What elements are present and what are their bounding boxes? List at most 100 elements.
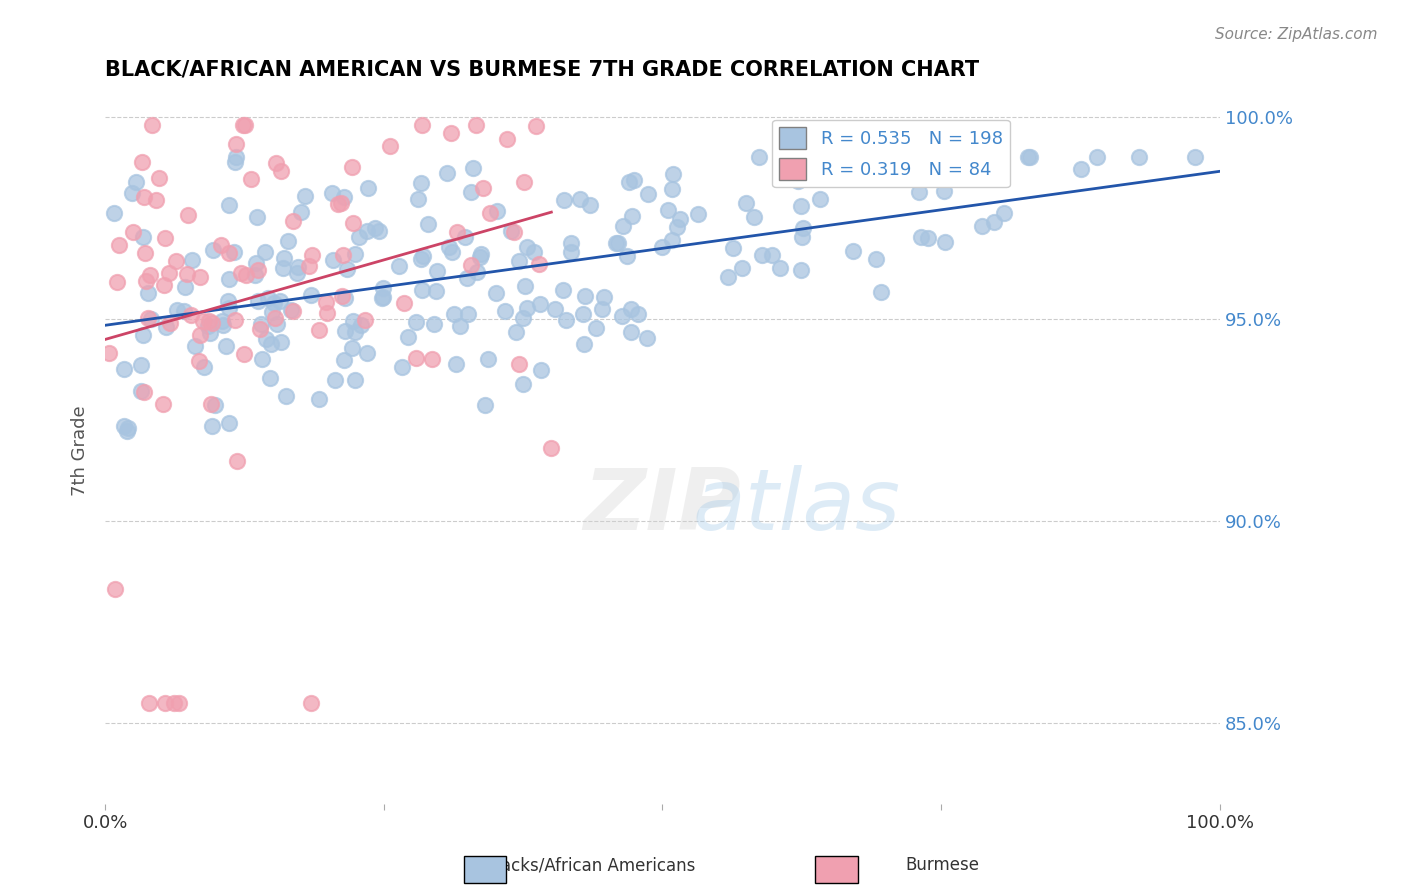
Point [200,397,222,411]
Text: BLACK/AFRICAN AMERICAN VS BURMESE 7TH GRADE CORRELATION CHART: BLACK/AFRICAN AMERICAN VS BURMESE 7TH GR… [105,60,980,79]
Point [636,330,658,344]
Point [343,325,366,339]
Point [198,326,221,340]
Point [516,240,538,254]
Point [121,186,143,200]
Point [356,346,378,360]
Point [299,696,322,710]
Point [560,244,582,259]
Point [131,154,153,169]
Point [789,199,811,213]
Point [308,323,330,337]
Point [472,181,495,195]
Point [135,274,157,288]
Point [134,245,156,260]
Point [516,301,538,315]
Point [617,175,640,189]
Point [112,419,135,434]
Point [129,384,152,398]
Point [321,186,343,200]
Point [470,247,492,261]
Point [665,220,688,235]
Point [574,337,596,351]
Point [808,192,831,206]
Point [610,310,633,324]
Point [907,185,929,199]
Point [1085,150,1108,164]
Point [465,265,488,279]
Point [336,262,359,277]
Point [870,285,893,299]
Point [371,281,394,295]
Point [411,118,433,132]
Point [790,230,813,244]
Point [263,296,285,310]
Text: ZIP: ZIP [583,466,741,549]
Point [98,346,121,360]
Point [232,346,254,360]
Point [657,202,679,217]
Point [343,373,366,387]
Point [394,296,416,310]
Point [761,247,783,261]
Point [1070,161,1092,176]
Point [157,266,180,280]
Point [132,385,155,400]
Point [371,290,394,304]
Point [262,305,284,319]
Point [623,173,645,187]
Point [129,358,152,372]
Point [257,291,280,305]
Point [141,118,163,132]
Point [568,192,591,206]
Point [193,359,215,374]
Point [527,257,550,271]
Point [592,290,614,304]
Point [350,318,373,333]
Point [247,294,270,309]
Point [426,264,449,278]
Point [218,272,240,286]
Point [662,167,685,181]
Point [789,262,811,277]
Point [735,196,758,211]
Point [266,156,288,170]
Point [477,352,499,367]
Point [155,231,177,245]
Point [423,317,446,331]
Point [245,256,267,270]
Point [191,314,214,328]
Point [163,696,186,710]
Point [468,250,491,264]
Point [131,328,153,343]
Point [460,259,482,273]
Point [283,304,305,318]
Point [356,224,378,238]
Point [294,188,316,202]
Point [828,150,851,164]
Point [572,307,595,321]
Point [235,268,257,282]
Point [232,118,254,132]
Point [202,243,225,257]
Point [212,318,235,332]
Point [266,317,288,331]
Point [751,248,773,262]
Point [273,251,295,265]
Text: Source: ZipAtlas.com: Source: ZipAtlas.com [1215,27,1378,42]
Point [281,214,304,228]
Point [117,420,139,434]
Point [578,198,600,212]
Point [721,241,744,255]
Text: Burmese: Burmese [905,856,979,874]
Point [349,229,371,244]
Point [555,313,578,327]
Point [486,203,509,218]
Point [731,261,754,276]
Point [420,352,443,367]
Point [243,268,266,282]
Point [333,325,356,339]
Point [508,358,530,372]
Point [333,292,356,306]
Point [661,233,683,247]
